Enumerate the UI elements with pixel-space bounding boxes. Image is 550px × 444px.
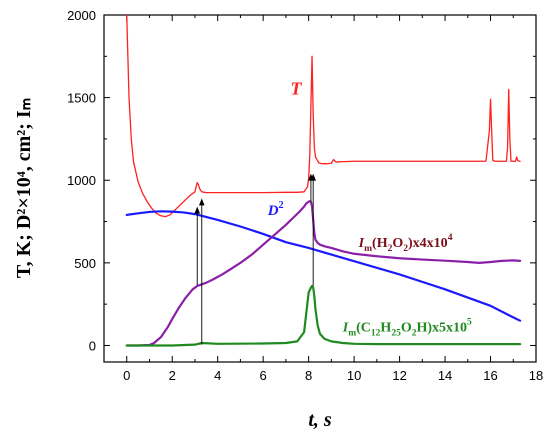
x-axis-label: t, s bbox=[308, 409, 332, 431]
annotation-part: m bbox=[348, 328, 356, 338]
x-tick-label: 14 bbox=[438, 368, 452, 383]
x-tick-label: 16 bbox=[483, 368, 497, 383]
x-tick-label: 10 bbox=[347, 368, 361, 383]
annotation-t: T bbox=[290, 78, 302, 98]
series-line-d2 bbox=[125, 210, 522, 322]
annotation-part: (H bbox=[372, 236, 388, 251]
annotation-part: O bbox=[401, 320, 412, 335]
series-line-h2o2 bbox=[125, 200, 522, 347]
y-axis-label: T, K; D²×10⁴, cm²; Iₘ bbox=[13, 98, 35, 278]
annotation-c12: Im(C12H25O2H)x5x105 bbox=[342, 317, 472, 338]
annotation-h2o2: Im(H2O2)x4x104 bbox=[358, 233, 453, 254]
x-tick-label: 8 bbox=[305, 368, 312, 383]
y-tick-label: 2000 bbox=[67, 8, 96, 23]
annotation-part: 12 bbox=[371, 328, 381, 338]
annotation-part: D bbox=[267, 203, 279, 219]
annotation-part: O bbox=[392, 236, 403, 251]
series-layer bbox=[125, 15, 522, 347]
annotation-part: T bbox=[290, 78, 302, 98]
annotation-part: 25 bbox=[391, 328, 401, 338]
x-tick-label: 12 bbox=[392, 368, 406, 383]
annotation-part: 2 bbox=[403, 244, 408, 254]
event-arrow-1 bbox=[194, 206, 201, 286]
x-tick-label: 6 bbox=[260, 368, 267, 383]
x-tick-label: 2 bbox=[169, 368, 176, 383]
y-tick-label: 0 bbox=[89, 338, 96, 353]
plot-frame bbox=[103, 14, 537, 363]
x-tick-label: 0 bbox=[123, 368, 130, 383]
x-tick-label: 4 bbox=[214, 368, 221, 383]
tick-labels: 0 2 4 6 8 10 12 14 16 18 0 500 1000 1500 2000 bbox=[67, 8, 543, 383]
event-arrow-2 bbox=[198, 198, 205, 345]
annotation-d2: D2 bbox=[267, 200, 284, 219]
x-tick-label: 18 bbox=[529, 368, 543, 383]
y-tick-label: 500 bbox=[74, 256, 96, 271]
series-line-t bbox=[126, 15, 521, 218]
annotation-part: 2 bbox=[279, 200, 284, 211]
annotation-part: 2 bbox=[412, 328, 417, 338]
annotation-part: I bbox=[358, 236, 365, 251]
series-line-c12 bbox=[125, 284, 522, 347]
y-tick-label: 1500 bbox=[67, 91, 96, 106]
annotation-part: H)x5x10 bbox=[416, 320, 467, 335]
annotation-part: 5 bbox=[467, 317, 472, 327]
annotation-part: I bbox=[342, 320, 349, 335]
arrow-layer bbox=[194, 173, 316, 345]
annotation-part: H bbox=[380, 320, 391, 335]
event-arrow-4 bbox=[310, 173, 316, 286]
y-tick-label: 1000 bbox=[67, 173, 96, 188]
annotation-part: )x4x10 bbox=[408, 236, 448, 251]
axis-ticks bbox=[104, 14, 537, 362]
annotation-part: 2 bbox=[388, 244, 393, 254]
x-axis-label-text: t, s bbox=[308, 409, 332, 431]
annotation-part: m bbox=[364, 244, 372, 254]
annotation-part: 4 bbox=[448, 233, 453, 243]
y-axis-label-text: T, K; D²×10⁴, cm²; Iₘ bbox=[13, 98, 35, 278]
annotation-part: (C bbox=[356, 320, 371, 335]
